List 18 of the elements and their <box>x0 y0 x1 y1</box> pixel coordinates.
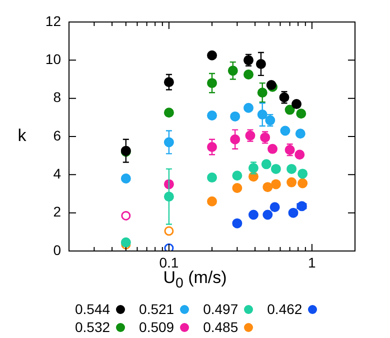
y-tick-label: 6 <box>53 127 62 144</box>
x-axis-title: U$_{0}$ (m/s) <box>163 268 227 292</box>
y-axis-title: k <box>18 126 27 146</box>
legend-label: 0.497 <box>203 301 238 317</box>
legend-label: 0.521 <box>139 301 174 317</box>
legend-label: 0.544 <box>75 301 110 317</box>
y-tick-label: 4 <box>53 166 62 182</box>
legend-label: 0.509 <box>139 319 174 335</box>
x-tick-label: 1 <box>308 254 316 270</box>
y-tick-label: 12 <box>45 12 62 29</box>
y-tick-label: 2 <box>53 204 62 220</box>
legend-label: 0.532 <box>75 319 110 335</box>
y-tick-label: 0 <box>53 242 62 258</box>
y-tick-label: 8 <box>53 89 62 106</box>
y-tick-label: 10 <box>45 51 62 68</box>
legend-label: 0.462 <box>267 301 302 317</box>
x-tick-label: 0.1 <box>159 254 179 270</box>
legend-label: 0.485 <box>203 319 238 335</box>
